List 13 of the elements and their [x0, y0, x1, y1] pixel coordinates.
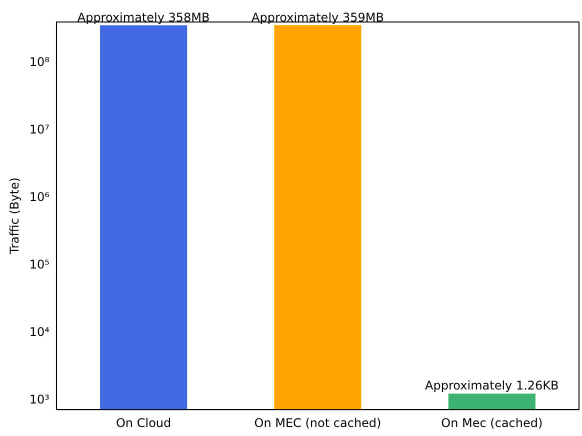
data-label: Approximately 1.26KB [425, 378, 559, 393]
y-tick-label: 10⁸ [29, 54, 50, 69]
y-axis-title: Traffic (Byte) [7, 177, 22, 256]
x-tick-label: On MEC (not cached) [254, 416, 382, 430]
data-label: Approximately 359MB [252, 10, 384, 24]
data-label: Approximately 358MB [77, 10, 210, 24]
y-tick-label: 10³ [29, 392, 50, 406]
x-tick-label: On Cloud [116, 416, 172, 430]
y-tick-label: 10⁴ [29, 324, 50, 339]
y-tick-label: 10⁷ [29, 122, 50, 136]
x-tick-label: On Mec (cached) [441, 416, 543, 430]
y-tick-label: 10⁵ [29, 257, 50, 272]
y-tick-label: 10⁶ [29, 190, 50, 204]
